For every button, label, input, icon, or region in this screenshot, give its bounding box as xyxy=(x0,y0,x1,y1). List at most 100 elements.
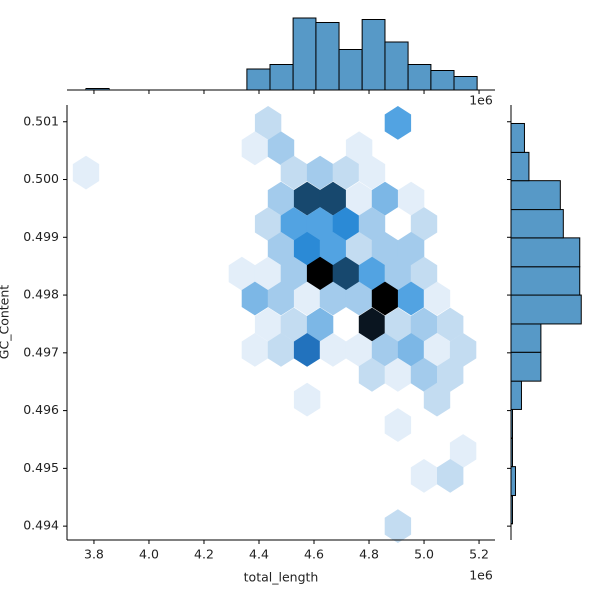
hexbin xyxy=(358,155,386,190)
hexbin xyxy=(267,231,295,266)
hexbin xyxy=(371,333,399,367)
hexbin xyxy=(371,281,399,316)
hist-bar xyxy=(510,122,525,153)
hexbin xyxy=(293,231,321,266)
x-tick-label: 5.0 xyxy=(414,547,434,562)
hexbin xyxy=(306,256,334,291)
hexbin xyxy=(267,131,295,166)
hist-bar xyxy=(510,180,561,211)
hexbin xyxy=(280,256,308,291)
hist-bar xyxy=(510,209,564,239)
hexbin xyxy=(319,231,347,266)
y-tick-label: 0.498 xyxy=(23,287,59,302)
hexbin xyxy=(384,357,412,392)
hexbin xyxy=(437,357,464,392)
hexbin xyxy=(306,307,334,342)
hist-bar xyxy=(430,70,455,91)
hexbin xyxy=(319,181,347,216)
hist-bar xyxy=(510,294,582,325)
hexbin xyxy=(449,333,477,367)
hexbin xyxy=(280,307,308,342)
hexbin xyxy=(397,231,425,266)
hexbin xyxy=(358,307,386,342)
hexbin xyxy=(358,256,386,291)
hexbin xyxy=(306,155,334,190)
hexbin xyxy=(449,434,477,468)
hexbin xyxy=(397,281,425,316)
hexbin xyxy=(306,207,334,241)
hexbin xyxy=(410,207,438,241)
hist-bar xyxy=(269,64,294,91)
y-tick-label: 0.496 xyxy=(23,402,59,417)
hexbin xyxy=(254,106,282,140)
hexbin xyxy=(345,131,373,166)
hist-bar xyxy=(510,237,581,268)
y-tick-label: 0.499 xyxy=(23,229,59,244)
hexbin xyxy=(397,181,425,216)
hexbin xyxy=(384,509,412,543)
hexbin xyxy=(410,307,438,342)
hist-bar xyxy=(338,49,363,91)
hexbin xyxy=(384,408,412,442)
hexbin xyxy=(254,307,282,342)
x-tick-label: 4.8 xyxy=(359,547,379,562)
hexbin xyxy=(423,333,451,367)
hist-bar xyxy=(246,68,271,91)
y-tick-label: 0.501 xyxy=(23,113,59,128)
hexbin xyxy=(384,256,412,291)
x-axis-label: total_length xyxy=(244,570,319,585)
hist-bar xyxy=(510,466,516,497)
hexbin xyxy=(293,181,321,216)
hexbin xyxy=(293,333,321,367)
hist-bar xyxy=(292,17,317,91)
hexbin xyxy=(267,281,295,316)
hexbin xyxy=(410,459,438,493)
hist-bar xyxy=(361,19,386,91)
hexbin xyxy=(280,207,308,241)
hexbin xyxy=(280,155,308,190)
hist-bar xyxy=(510,351,542,382)
hexbin xyxy=(410,256,438,291)
hist-bar xyxy=(384,41,409,91)
hexbin xyxy=(358,357,386,392)
y-tick-label: 0.500 xyxy=(23,171,59,186)
hexbin xyxy=(371,231,399,266)
hexbin xyxy=(410,357,438,392)
hexbin xyxy=(423,382,451,417)
hexbin xyxy=(345,333,373,367)
hexbin xyxy=(384,307,412,342)
hist-bar xyxy=(510,151,530,182)
hexbin xyxy=(358,207,386,241)
hexbin xyxy=(345,281,373,316)
hist-bar xyxy=(407,64,432,91)
y-tick-label: 0.494 xyxy=(23,518,59,533)
hexbin xyxy=(345,181,373,216)
x-tick-label: 4.2 xyxy=(194,547,214,562)
hist-bar xyxy=(510,323,542,353)
hexbin xyxy=(241,333,269,367)
hexbin xyxy=(332,256,360,291)
x-tick-label: 4.4 xyxy=(249,547,269,562)
hist-bar xyxy=(315,22,340,91)
hexbin xyxy=(332,207,360,241)
hexbin xyxy=(254,207,282,241)
hexbin xyxy=(241,281,269,316)
hexbin xyxy=(397,333,425,367)
x-tick-label: 5.2 xyxy=(469,547,489,562)
hexbin xyxy=(437,307,464,342)
marginal-offset-label: 1e6 xyxy=(469,93,493,108)
x-tick-label: 3.8 xyxy=(84,547,104,562)
hexbin xyxy=(423,281,451,316)
hexbin xyxy=(319,333,347,367)
hexbin xyxy=(241,131,269,166)
hist-bar xyxy=(453,76,478,91)
hexbin xyxy=(437,459,464,493)
hexbin xyxy=(267,181,295,216)
y-tick-label: 0.497 xyxy=(23,344,59,359)
hexbin xyxy=(371,181,399,216)
hist-bar xyxy=(510,380,522,410)
x-tick-label: 4.0 xyxy=(139,547,159,562)
hexbin xyxy=(293,281,321,316)
hexbin xyxy=(254,256,282,291)
